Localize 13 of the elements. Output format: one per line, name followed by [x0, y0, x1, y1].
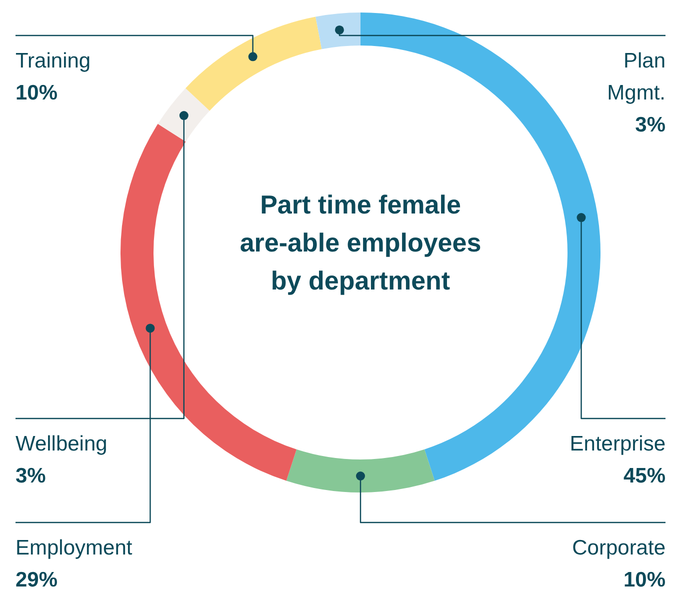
- slice-label: Corporate: [572, 536, 666, 560]
- data-label: 10%: [623, 568, 666, 592]
- slice-label: Wellbeing: [16, 432, 108, 456]
- slice-label: Enterprise: [570, 432, 666, 456]
- text: Part time female are-able employees by department: [240, 190, 482, 296]
- data-label: 29%: [16, 568, 58, 592]
- slice-label: Plan Mgmt.: [607, 50, 666, 104]
- slice-label: Training: [16, 50, 91, 72]
- data-label: 3%: [16, 464, 46, 488]
- data-label: 10%: [16, 82, 58, 104]
- slice-label: Employment: [16, 536, 132, 560]
- data-label: 3%: [635, 114, 666, 136]
- data-label: 45%: [623, 464, 666, 488]
